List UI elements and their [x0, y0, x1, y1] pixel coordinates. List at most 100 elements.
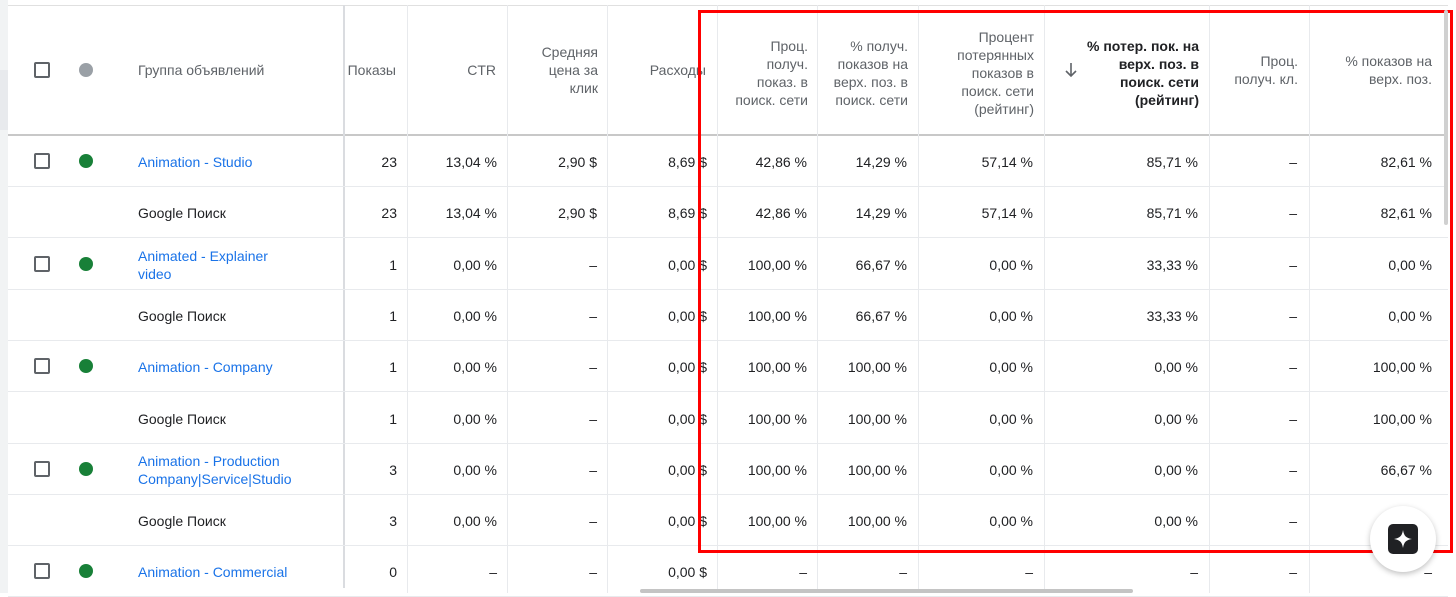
top-impr-pct-cell: 0,00 %	[1388, 308, 1432, 324]
frozen-column-divider	[343, 5, 345, 588]
row-checkbox[interactable]	[34, 358, 50, 374]
row-divider	[8, 391, 1448, 392]
column-header-search-lost-is-rank[interactable]: Процент потерянных показов в поиск. сети…	[928, 18, 1034, 128]
column-header-search-lost-top-is-rank[interactable]: % потер. пок. на верх. поз. в поиск. сет…	[1083, 18, 1199, 128]
avg-cpc-cell: –	[589, 257, 597, 273]
search-top-is-header-label: % получ. показов на верх. поз. в поиск. …	[833, 38, 908, 108]
row-divider	[8, 494, 1448, 495]
row-divider	[8, 340, 1448, 341]
cost-cell: 0,00 $	[668, 257, 707, 273]
ctr-cell: 0,00 %	[453, 513, 497, 529]
top-impr-pct-cell: 66,67 %	[1380, 462, 1432, 478]
cost-cell: 0,00 $	[668, 564, 707, 580]
column-header-search-impr-share[interactable]: Проц. получ. показ. в поиск. сети	[728, 18, 808, 128]
search-top-is-cell: 66,67 %	[855, 308, 907, 324]
ad-group-name-link[interactable]: Animation - Studio	[138, 154, 253, 170]
search-lost-top-is-rank-cell: 33,33 %	[1146, 308, 1198, 324]
impressions-header-label: Показы	[347, 62, 396, 78]
status-enabled-icon	[79, 257, 93, 271]
vertical-scrollbar[interactable]	[1444, 10, 1448, 225]
row-checkbox[interactable]	[34, 461, 50, 477]
column-separator	[817, 5, 818, 593]
ad-group-name-link[interactable]: Animation - Company	[138, 359, 273, 375]
top-impr-pct-header-label: % показов на верх. поз.	[1345, 53, 1432, 87]
column-separator	[1309, 5, 1310, 593]
column-separator	[607, 5, 608, 593]
click-share-cell: –	[1289, 462, 1297, 478]
search-lost-is-rank-cell: 0,00 %	[989, 359, 1033, 375]
avg-cpc-cell: –	[589, 513, 597, 529]
row-checkbox[interactable]	[34, 153, 50, 169]
cost-cell: 0,00 $	[668, 513, 707, 529]
ctr-cell: 0,00 %	[453, 359, 497, 375]
horizontal-scrollbar[interactable]	[640, 589, 1133, 593]
cost-cell: 0,00 $	[668, 359, 707, 375]
network-segment-label: Google Поиск	[138, 205, 226, 221]
ad-group-name-link[interactable]: Animated - Explainer video	[138, 248, 268, 282]
column-header-search-top-is[interactable]: % получ. показов на верх. поз. в поиск. …	[826, 18, 908, 128]
impressions-cell: 1	[389, 359, 397, 375]
ctr-header-label: CTR	[467, 62, 496, 78]
search-impr-share-cell: 100,00 %	[747, 411, 807, 427]
top-impr-pct-cell: –	[1424, 564, 1432, 580]
search-top-is-cell: 100,00 %	[847, 411, 907, 427]
search-top-is-cell: –	[899, 564, 907, 580]
click-share-cell: –	[1289, 564, 1297, 580]
column-separator	[1209, 5, 1210, 593]
column-header-impressions[interactable]: Показы	[308, 40, 396, 100]
row-checkbox[interactable]	[34, 563, 50, 579]
sparkle-icon	[1388, 524, 1418, 554]
arrow-down-icon[interactable]	[1063, 61, 1079, 79]
search-lost-top-is-rank-cell: 85,71 %	[1146, 154, 1198, 170]
ctr-cell: –	[489, 564, 497, 580]
ai-assistant-button[interactable]	[1370, 506, 1436, 572]
select-all-checkbox[interactable]	[34, 62, 50, 78]
column-header-cost[interactable]: Расходы	[608, 40, 706, 100]
ctr-cell: 0,00 %	[453, 462, 497, 478]
search-lost-top-is-rank-cell: 0,00 %	[1154, 462, 1198, 478]
column-header-top-impr-pct[interactable]: % показов на верх. поз.	[1320, 40, 1432, 100]
search-impr-share-cell: –	[799, 564, 807, 580]
status-header-icon	[79, 63, 93, 77]
search-lost-top-is-rank-cell: 33,33 %	[1146, 257, 1198, 273]
status-enabled-icon	[79, 154, 93, 168]
cost-header-label: Расходы	[649, 62, 706, 78]
column-header-ctr[interactable]: CTR	[408, 40, 496, 100]
ctr-cell: 0,00 %	[453, 308, 497, 324]
cost-cell: 0,00 $	[668, 308, 707, 324]
ad-group-name-link[interactable]: Animation - Commercial	[138, 564, 288, 580]
click-share-header-label: Проц. получ. кл.	[1234, 53, 1298, 87]
table-top-border	[8, 5, 1448, 6]
header-divider	[8, 134, 1448, 136]
avg-cpc-header-label: Средняя цена за клик	[541, 44, 598, 96]
cost-cell: 8,69 $	[668, 154, 707, 170]
cost-cell: 0,00 $	[668, 411, 707, 427]
cost-cell: 8,69 $	[668, 205, 707, 221]
column-separator	[507, 5, 508, 593]
row-checkbox[interactable]	[34, 256, 50, 272]
column-separator	[918, 5, 919, 593]
search-top-is-cell: 100,00 %	[847, 462, 907, 478]
avg-cpc-cell: 2,90 $	[558, 154, 597, 170]
search-impr-share-cell: 42,86 %	[755, 205, 807, 221]
search-top-is-cell: 14,29 %	[855, 205, 907, 221]
row-divider	[8, 545, 1448, 546]
impressions-cell: 3	[389, 513, 397, 529]
column-separator	[1044, 5, 1045, 593]
search-impr-share-cell: 100,00 %	[747, 359, 807, 375]
search-lost-is-rank-header-label: Процент потерянных показов в поиск. сети…	[957, 29, 1034, 117]
click-share-cell: –	[1289, 308, 1297, 324]
search-lost-is-rank-cell: 0,00 %	[989, 462, 1033, 478]
ad-group-name-link[interactable]: Animation - Production Company|Service|S…	[138, 453, 292, 487]
status-enabled-icon	[79, 564, 93, 578]
impressions-cell: 1	[389, 257, 397, 273]
search-impr-share-cell: 100,00 %	[747, 308, 807, 324]
avg-cpc-cell: –	[589, 462, 597, 478]
column-header-avg-cpc[interactable]: Средняя цена за клик	[518, 30, 598, 110]
row-divider	[8, 443, 1448, 444]
top-impr-pct-cell: 100,00 %	[1372, 359, 1432, 375]
top-impr-pct-cell: 82,61 %	[1380, 205, 1432, 221]
column-header-click-share[interactable]: Проц. получ. кл.	[1218, 40, 1298, 100]
search-impr-share-cell: 42,86 %	[755, 154, 807, 170]
column-header-ad-group[interactable]: Группа объявлений	[138, 40, 338, 100]
